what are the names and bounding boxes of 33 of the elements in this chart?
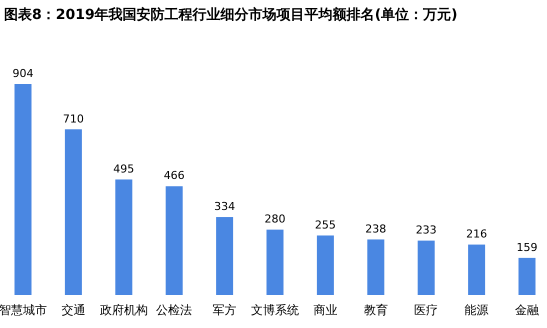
bar — [266, 230, 284, 295]
bar — [216, 217, 234, 295]
data-label: 159 — [516, 240, 538, 254]
data-label: 710 — [62, 112, 84, 126]
bar — [316, 235, 334, 295]
data-label: 466 — [164, 169, 185, 182]
data-label: 334 — [214, 200, 236, 214]
data-label: 216 — [466, 228, 488, 241]
bar — [166, 186, 183, 295]
data-label: 495 — [113, 162, 134, 176]
bar — [64, 129, 82, 295]
x-tick-label: 教育 — [364, 303, 388, 317]
data-label: 255 — [314, 218, 336, 232]
x-tick-label: 政府机构 — [100, 303, 148, 317]
bar — [367, 239, 384, 295]
x-tick-label: 军方 — [212, 303, 237, 317]
data-label: 280 — [264, 212, 286, 226]
x-tick-label: 公检法 — [156, 303, 192, 317]
data-label: 904 — [12, 67, 34, 80]
x-tick-label: 交通 — [61, 303, 86, 317]
x-tick-label: 医疗 — [414, 303, 438, 317]
data-label: 238 — [365, 222, 386, 236]
x-tick-label: 能源 — [464, 303, 489, 317]
bar — [468, 244, 486, 295]
x-tick-label: 商业 — [313, 303, 338, 317]
bar — [14, 84, 32, 295]
bar — [518, 258, 536, 295]
data-label: 233 — [416, 224, 437, 237]
bar — [418, 240, 435, 295]
chart-title: 图表8：2019年我国安防工程行业细分市场项目平均额排名(单位：万元) — [4, 6, 458, 23]
x-tick-label: 金融 — [515, 303, 539, 317]
bar — [115, 179, 132, 295]
x-tick-label: 文博系统 — [251, 303, 299, 317]
